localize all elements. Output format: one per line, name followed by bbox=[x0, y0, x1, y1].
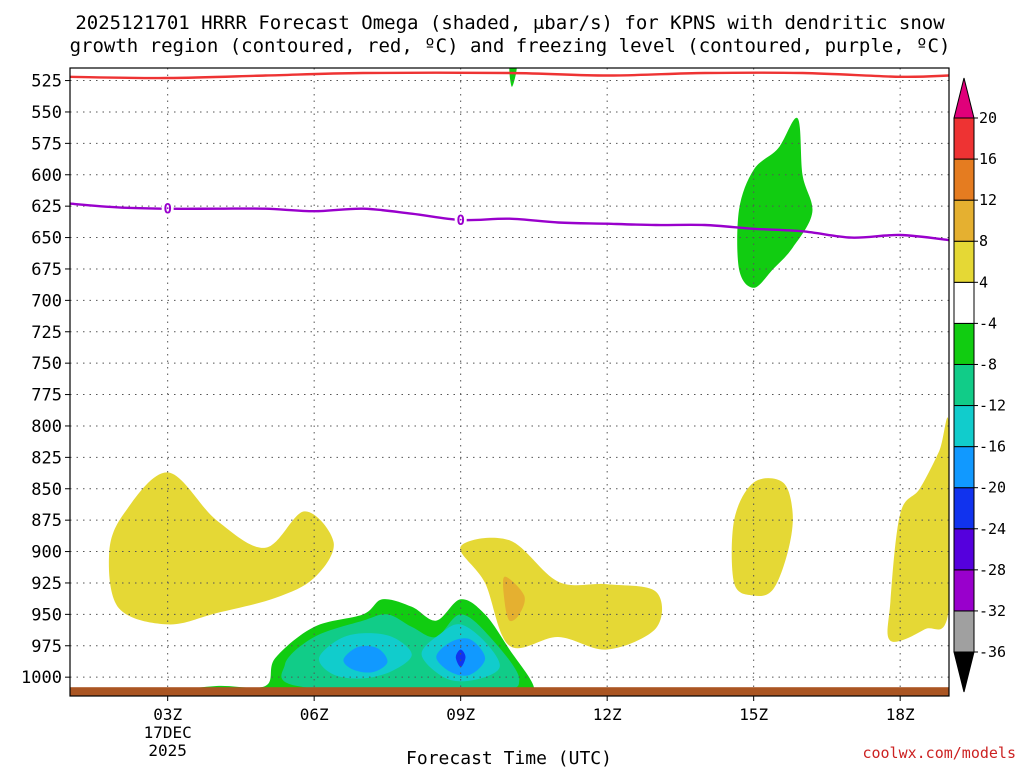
colorbar-label: 4 bbox=[979, 273, 988, 291]
colorbar-label: -28 bbox=[979, 561, 1006, 579]
colorbar-label: -8 bbox=[979, 355, 997, 373]
colorbar-swatch-3 bbox=[953, 528, 975, 571]
y-tick-label-525: 525 bbox=[31, 72, 62, 92]
colorbar-label: -12 bbox=[979, 397, 1006, 415]
y-tick-label-575: 575 bbox=[31, 134, 62, 154]
colorbar-swatch-1 bbox=[953, 610, 975, 653]
y-tick-label-975: 975 bbox=[31, 637, 62, 657]
colorbar-label: -32 bbox=[979, 602, 1006, 620]
colorbar-min-arrow bbox=[953, 651, 975, 693]
chart-title-line-2: growth region (contoured, red, ºC) and f… bbox=[70, 35, 951, 57]
x-tick-label-03Z: 03Z bbox=[153, 705, 182, 724]
freezing-label-bg bbox=[161, 200, 174, 217]
y-tick-label-600: 600 bbox=[31, 166, 62, 186]
freezing-level-label: 0 bbox=[163, 202, 171, 218]
colorbar-label: -20 bbox=[979, 479, 1006, 497]
colorbar: -36 -32 -28 -24 -20 -16 -12 -8 -4 4 8 12 16 20 bbox=[953, 77, 1006, 693]
colorbar-swatch-7 bbox=[953, 363, 975, 407]
y-tick-label-750: 750 bbox=[31, 354, 62, 374]
x-tick-label-12Z: 12Z bbox=[593, 705, 622, 724]
omega-region-3 bbox=[731, 478, 793, 597]
colorbar-max-arrow bbox=[953, 77, 975, 119]
chart-title-line-1: 2025121701 HRRR Forecast Omega (shaded, … bbox=[75, 12, 945, 34]
omega-shaded-layer bbox=[108, 68, 949, 696]
omega-region-0 bbox=[108, 472, 334, 625]
colorbar-label: 8 bbox=[979, 232, 988, 250]
y-tick-label-925: 925 bbox=[31, 574, 62, 594]
y-tick-label-650: 650 bbox=[31, 229, 62, 249]
contour-layer: 00 bbox=[70, 71, 949, 696]
credit-text: coolwx.com/models bbox=[862, 744, 1016, 762]
y-axis-ticks: 525 550 575 600 625 650 675 700 725 750 775 800 825 8… bbox=[21, 72, 70, 688]
colorbar-label: -16 bbox=[979, 438, 1006, 456]
y-tick-label-900: 900 bbox=[31, 543, 62, 563]
surface-band bbox=[70, 687, 949, 696]
y-tick-label-950: 950 bbox=[31, 605, 62, 625]
omega-region-2 bbox=[502, 576, 525, 622]
colorbar-label: 20 bbox=[979, 109, 997, 127]
colorbar-swatch-12 bbox=[953, 158, 975, 201]
colorbar-label: -24 bbox=[979, 520, 1006, 538]
y-tick-label-875: 875 bbox=[31, 511, 62, 531]
dendritic-growth-contour bbox=[70, 71, 949, 80]
x-tick-date: 17DEC bbox=[144, 723, 192, 742]
colorbar-swatch-2 bbox=[953, 569, 975, 612]
freezing-level-contour bbox=[70, 202, 949, 242]
colorbar-label: -4 bbox=[979, 314, 997, 332]
colorbar-label: -36 bbox=[979, 643, 1006, 661]
omega-region-11 bbox=[343, 645, 388, 673]
colorbar-swatch-8 bbox=[953, 322, 975, 365]
colorbar-swatch-4 bbox=[953, 487, 975, 530]
omega-region-5 bbox=[737, 117, 813, 288]
x-tick-label-06Z: 06Z bbox=[300, 705, 329, 724]
colorbar-swatch-13 bbox=[953, 117, 975, 160]
y-tick-label-725: 725 bbox=[31, 323, 62, 343]
freezing-label-bg bbox=[454, 211, 467, 228]
colorbar-swatch-9 bbox=[953, 281, 975, 324]
y-tick-label-700: 700 bbox=[31, 291, 62, 311]
x-tick-label-18Z: 18Z bbox=[886, 705, 915, 724]
grid-layer bbox=[70, 68, 949, 696]
y-tick-label-625: 625 bbox=[31, 197, 62, 217]
colorbar-label: 12 bbox=[979, 191, 997, 209]
colorbar-swatch-11 bbox=[953, 199, 975, 242]
freezing-level-label: 0 bbox=[456, 213, 464, 229]
y-tick-label-675: 675 bbox=[31, 260, 62, 280]
y-tick-label-775: 775 bbox=[31, 386, 62, 406]
colorbar-label: 16 bbox=[979, 150, 997, 168]
plot-frame bbox=[69, 67, 950, 697]
y-tick-label-825: 825 bbox=[31, 448, 62, 468]
y-tick-label-850: 850 bbox=[31, 480, 62, 500]
colorbar-swatch-6 bbox=[953, 405, 975, 448]
x-tick-label-09Z: 09Z bbox=[446, 705, 475, 724]
y-tick-label-1000: 1000 bbox=[21, 668, 62, 688]
x-tick-label-15Z: 15Z bbox=[739, 705, 768, 724]
y-tick-label-800: 800 bbox=[31, 417, 62, 437]
x-tick-year: 2025 bbox=[148, 741, 187, 760]
colorbar-swatch-10 bbox=[953, 240, 975, 283]
y-tick-label-550: 550 bbox=[31, 103, 62, 123]
x-axis-label: Forecast Time (UTC) bbox=[406, 748, 612, 768]
colorbar-swatch-5 bbox=[953, 446, 975, 489]
omega-region-4 bbox=[887, 417, 949, 642]
omega-region-13 bbox=[455, 649, 466, 668]
omega-region-1 bbox=[460, 537, 663, 650]
